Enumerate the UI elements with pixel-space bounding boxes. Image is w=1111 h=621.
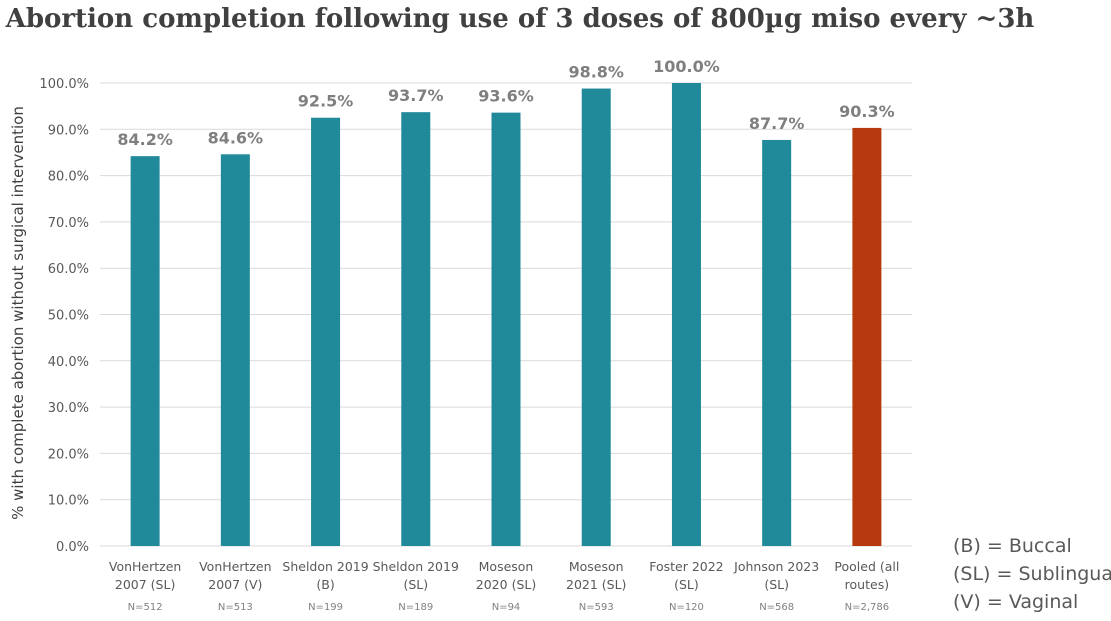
y-tick-label: 70.0%: [48, 216, 89, 231]
x-tick-label: (SL): [674, 577, 699, 592]
x-tick-label: Moseson: [479, 559, 534, 574]
sample-size-label: N=512: [128, 602, 163, 613]
bar: [762, 139, 792, 546]
x-tick-label: VonHertzen: [199, 559, 271, 574]
sample-size-label: N=568: [759, 602, 794, 613]
y-tick-label: 80.0%: [48, 170, 89, 185]
x-tick-label: (SL): [403, 577, 428, 592]
sample-size-label: N=2,786: [845, 602, 890, 613]
x-tick-label: Moseson: [569, 559, 624, 574]
data-label: 84.2%: [117, 130, 173, 149]
data-label: 93.6%: [478, 87, 534, 106]
bar: [311, 117, 341, 546]
x-tick-label: Sheldon 2019: [282, 559, 368, 574]
sample-size-label: N=94: [492, 602, 521, 613]
bar: [671, 83, 701, 546]
bar: [581, 88, 611, 546]
x-tick-label: VonHertzen: [109, 559, 181, 574]
x-axis-ticks: VonHertzen 2007 (SL) N=512 VonHertzen 2007 (…: [109, 559, 899, 613]
x-tick-label: (B): [316, 577, 334, 592]
x-tick-label: Foster 2022: [649, 559, 723, 574]
y-axis-ticks: 0.0% 10.0% 20.0% 30.0% 40.0% 50.0% 60.0% 70.0% 8…: [39, 77, 89, 555]
note-vaginal: (V) = Vaginal: [953, 591, 1079, 613]
note-sublingual: (SL) = Sublingual: [953, 563, 1111, 585]
x-tick-label: 2021 (SL): [566, 577, 626, 592]
data-label: 87.7%: [749, 114, 805, 133]
data-labels: 84.2% 84.6% 92.5% 93.7% 93.6% 98.8% 100.0% 87.7…: [117, 57, 894, 149]
sample-size-label: N=513: [218, 602, 253, 613]
x-tick-label: 2007 (SL): [115, 577, 175, 592]
x-tick-label: 2007 (V): [208, 577, 262, 592]
y-tick-label: 0.0%: [56, 540, 89, 555]
y-tick-label: 100.0%: [39, 77, 89, 92]
data-label: 84.6%: [208, 128, 264, 147]
bar: [491, 112, 521, 546]
bar: [220, 154, 250, 546]
sample-size-label: N=120: [669, 602, 704, 613]
y-tick-label: 40.0%: [48, 355, 89, 370]
data-label: 93.7%: [388, 86, 444, 105]
x-tick-label: Johnson 2023: [733, 559, 819, 574]
bar: [130, 156, 160, 547]
data-label: 98.8%: [568, 63, 624, 82]
x-tick-label: Sheldon 2019: [373, 559, 459, 574]
sample-size-label: N=199: [308, 602, 343, 613]
y-tick-label: 30.0%: [48, 401, 89, 416]
sample-size-label: N=189: [398, 602, 433, 613]
y-tick-label: 50.0%: [48, 309, 89, 324]
data-label: 92.5%: [298, 92, 354, 111]
note-buccal: (B) = Buccal: [953, 535, 1072, 557]
y-tick-label: 90.0%: [48, 123, 89, 138]
y-tick-label: 60.0%: [48, 262, 89, 277]
sample-size-label: N=593: [579, 602, 614, 613]
bar: [852, 127, 882, 546]
x-tick-label: (SL): [764, 577, 789, 592]
y-tick-label: 10.0%: [48, 494, 89, 509]
y-tick-label: 20.0%: [48, 447, 89, 462]
y-axis-label: % with complete abortion without surgica…: [9, 106, 27, 520]
bar: [401, 112, 431, 546]
data-label: 100.0%: [653, 57, 720, 76]
data-label: 90.3%: [839, 102, 895, 121]
x-tick-label: routes): [845, 577, 889, 592]
abbreviation-notes: (B) = Buccal (SL) = Sublingual (V) = Vag…: [953, 532, 1111, 616]
bars: [130, 83, 882, 547]
x-tick-label: Pooled (all: [834, 559, 899, 574]
x-tick-label: 2020 (SL): [476, 577, 536, 592]
chart-title: Abortion completion following use of 3 d…: [5, 4, 1035, 34]
